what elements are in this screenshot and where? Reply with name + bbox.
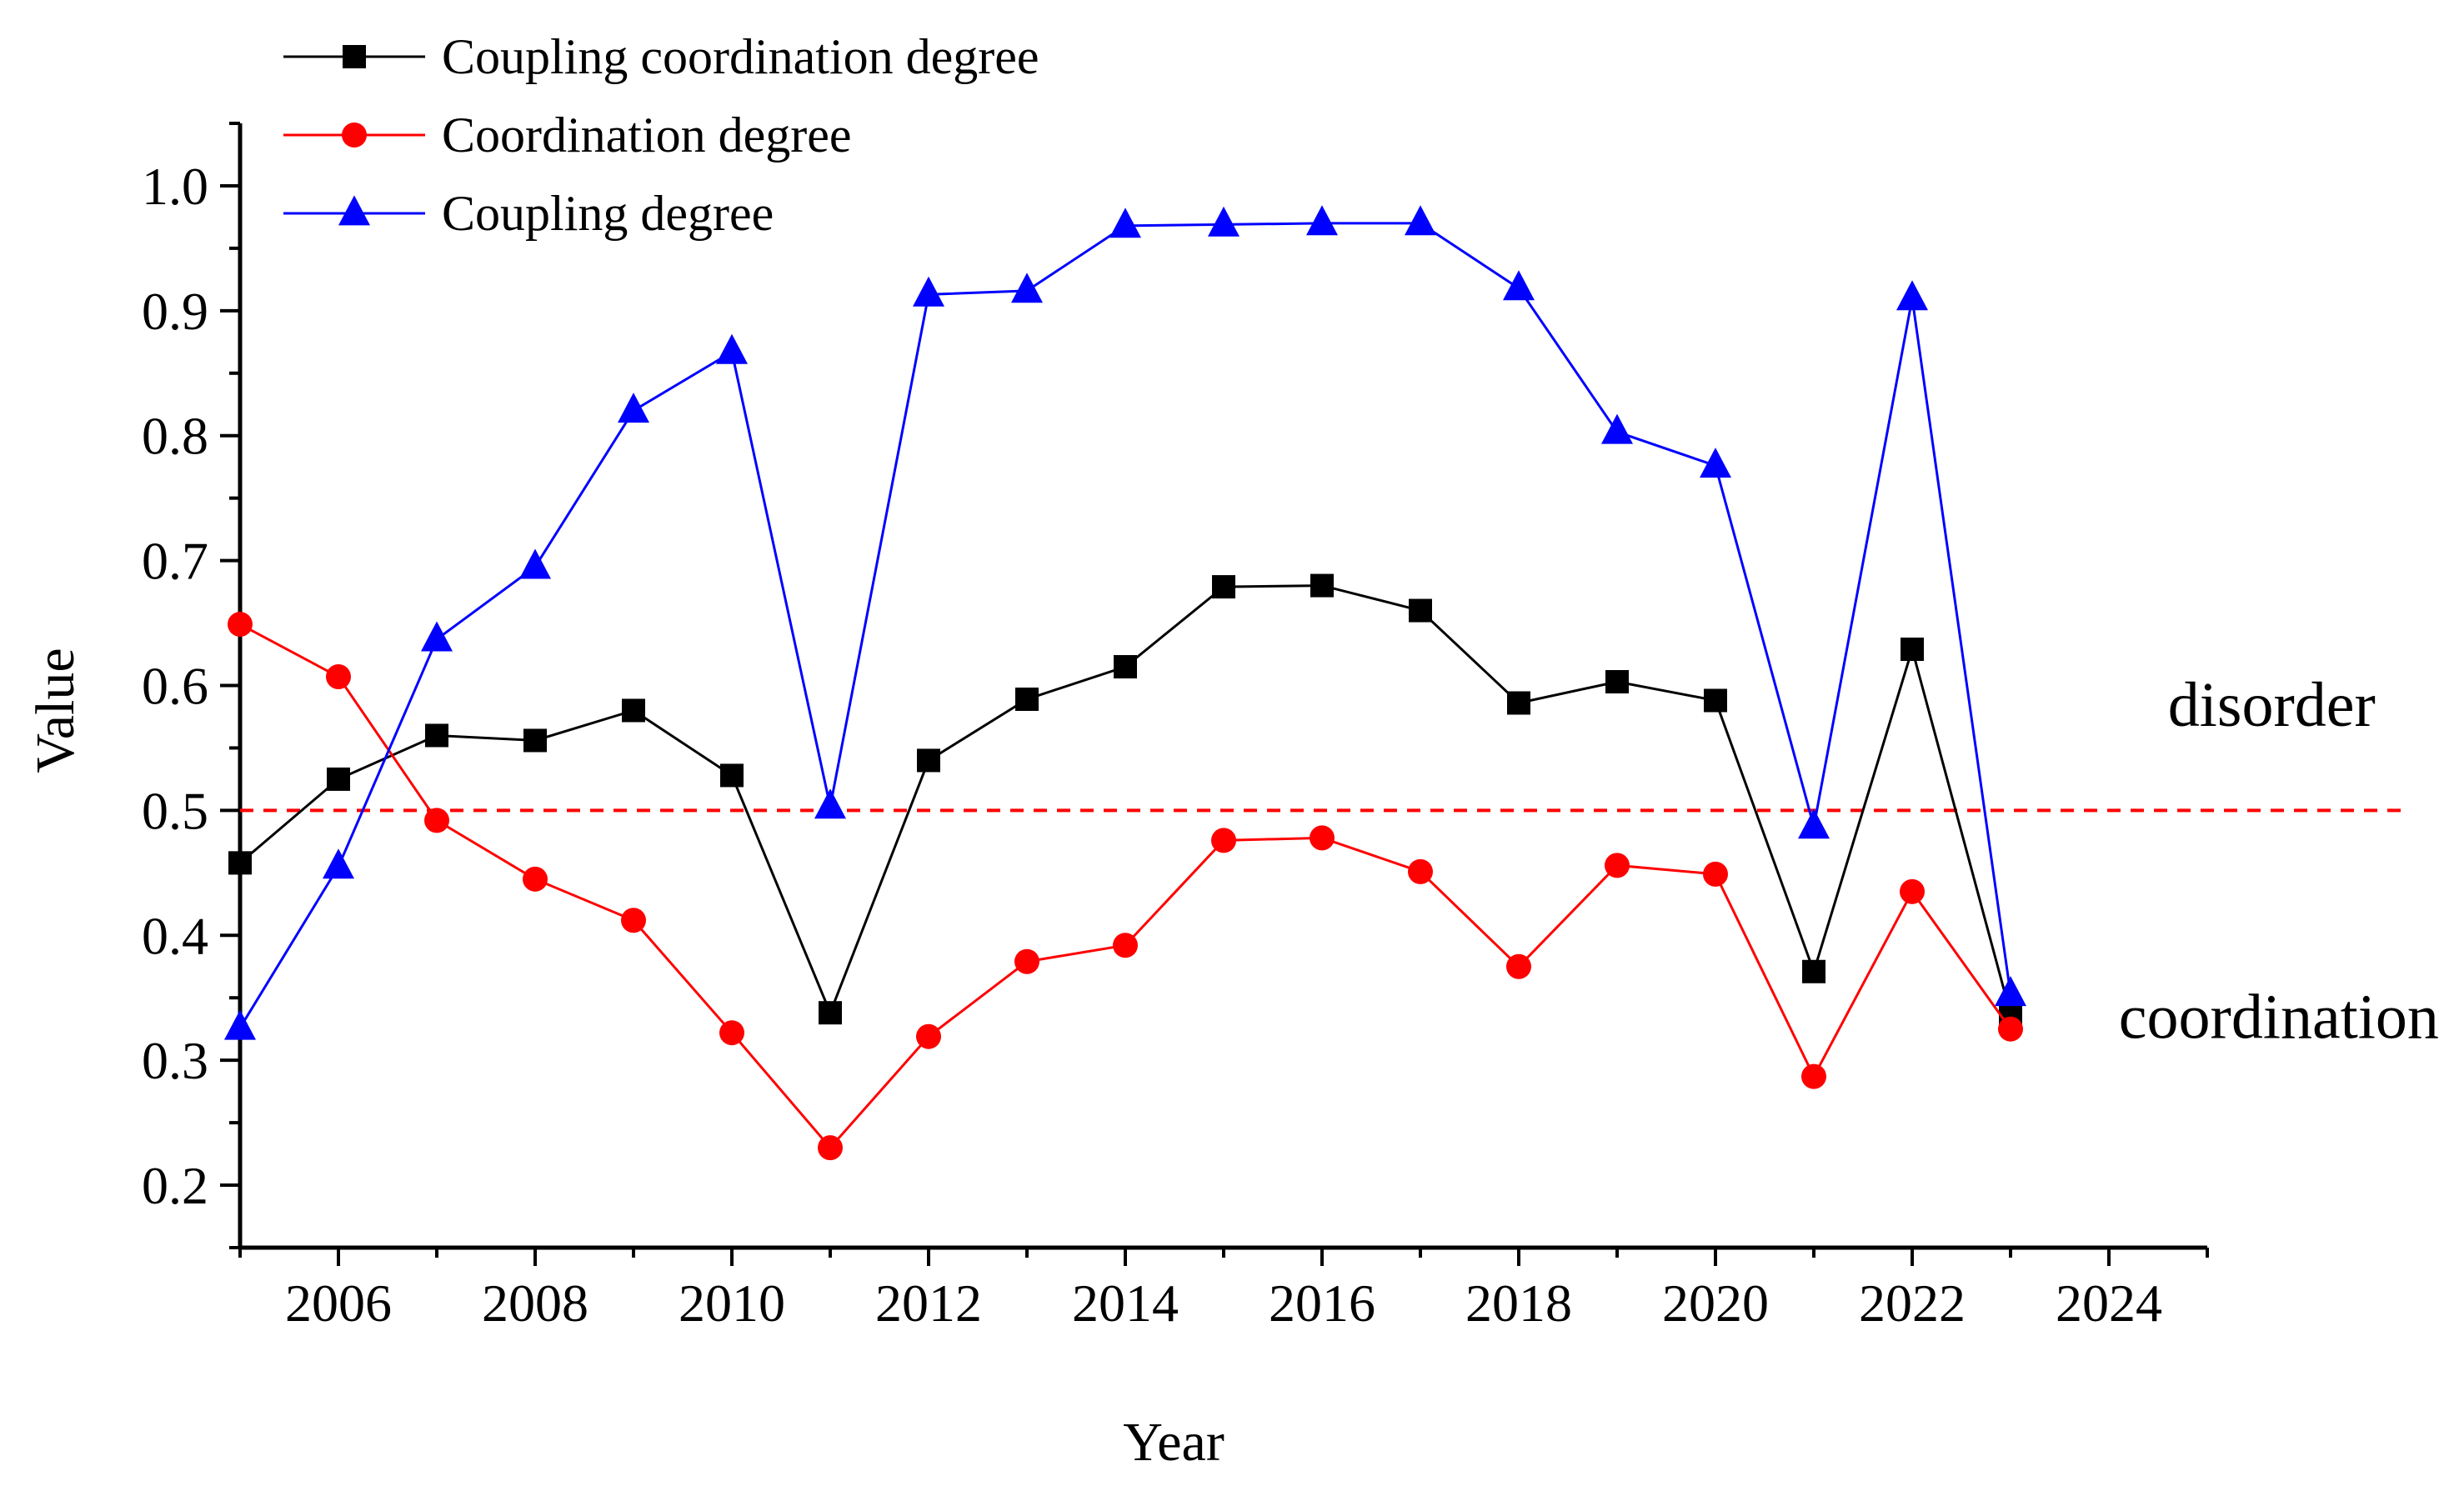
series-coupling-coordination-degree	[228, 573, 2022, 1026]
y-tick-label: 0.2	[142, 1156, 208, 1215]
y-tick-label: 0.3	[142, 1031, 208, 1090]
data-point	[1306, 205, 1338, 236]
data-point	[523, 728, 547, 753]
data-point	[1605, 853, 1630, 878]
series-group	[224, 205, 2026, 1161]
data-point	[1211, 828, 1236, 853]
data-point	[1014, 948, 1039, 974]
data-point	[1900, 878, 1925, 904]
y-tick-label: 1.0	[142, 157, 208, 216]
data-point	[1408, 858, 1433, 884]
data-point	[720, 763, 744, 788]
y-tick-label: 0.4	[142, 906, 208, 965]
data-point	[1503, 270, 1535, 301]
series-coupling-degree	[224, 205, 2026, 1040]
data-point	[1409, 598, 1432, 623]
data-point	[1405, 205, 1436, 236]
axes: 2006 2008 2010 2012 2014 2016 2018 2020 2022 2024…	[25, 122, 2209, 1473]
data-point	[1212, 575, 1235, 599]
data-point	[1310, 573, 1334, 598]
data-point	[1109, 208, 1141, 238]
data-point	[1802, 959, 1825, 983]
data-point	[622, 698, 645, 723]
y-tick-label: 0.6	[142, 657, 208, 716]
series-coordination-degree	[228, 612, 2023, 1161]
legend-label: Coupling degree	[442, 186, 774, 241]
data-point	[1114, 655, 1137, 679]
data-point	[1703, 861, 1728, 887]
data-point	[523, 866, 548, 892]
data-point	[818, 1135, 843, 1161]
data-point	[1601, 413, 1633, 444]
x-tick-label: 2012	[875, 1273, 982, 1333]
data-point	[1798, 808, 1830, 839]
data-point	[1901, 638, 1924, 662]
series-line	[239, 623, 2012, 1150]
data-point	[1011, 273, 1043, 303]
data-point	[1507, 691, 1530, 715]
data-point	[326, 664, 351, 690]
legend-marker	[338, 195, 370, 226]
legend-marker	[342, 123, 367, 148]
x-tick-label: 2008	[482, 1273, 588, 1333]
data-point	[1995, 976, 2026, 1007]
data-point	[1506, 953, 1531, 979]
x-tick-label: 2010	[679, 1273, 785, 1333]
data-point	[323, 848, 354, 879]
legend-entry: Coordination degree	[283, 108, 852, 163]
data-point	[719, 1020, 744, 1046]
data-point	[814, 788, 846, 819]
data-point	[1605, 670, 1629, 694]
legend: Coupling coordination degree Coordination…	[283, 29, 1039, 241]
data-point	[1208, 206, 1240, 237]
x-tick-label: 2018	[1465, 1273, 1572, 1333]
data-point	[224, 1009, 256, 1040]
x-tick-label: 2022	[1859, 1273, 1966, 1333]
legend-label: Coordination degree	[442, 108, 852, 163]
legend-entry: Coupling coordination degree	[283, 29, 1039, 84]
y-tick-label: 0.5	[142, 781, 208, 840]
data-point	[1113, 933, 1138, 958]
data-point	[917, 748, 940, 773]
data-point	[1704, 688, 1727, 713]
data-point	[716, 333, 748, 364]
x-axis-title: Year	[1123, 1412, 1224, 1473]
legend-entry: Coupling degree	[283, 186, 774, 241]
data-point	[1310, 825, 1335, 851]
legend-marker	[343, 45, 366, 68]
y-tick-label: 0.7	[142, 532, 208, 591]
x-tick-label: 2014	[1072, 1273, 1179, 1333]
data-point	[1015, 687, 1039, 711]
x-tick-label: 2024	[2056, 1273, 2162, 1333]
annotation-label: disorder	[2168, 670, 2376, 740]
x-tick-label: 2016	[1269, 1273, 1375, 1333]
data-point	[913, 276, 944, 307]
y-tick-label: 0.8	[142, 407, 208, 466]
data-point	[621, 908, 646, 933]
data-point	[819, 1001, 842, 1025]
y-axis-title: Value	[25, 648, 86, 773]
data-point	[1801, 1063, 1826, 1089]
x-tick-label: 2006	[285, 1273, 392, 1333]
x-tick-label: 2020	[1662, 1273, 1769, 1333]
data-point	[916, 1023, 941, 1049]
data-point	[1896, 280, 1928, 311]
data-point	[519, 548, 551, 579]
data-point	[421, 621, 453, 652]
data-point	[228, 851, 252, 875]
series-line	[238, 222, 2012, 1028]
data-point	[424, 808, 449, 833]
y-tick-label: 0.9	[142, 282, 208, 341]
legend-label: Coupling coordination degree	[442, 29, 1039, 84]
data-point	[1998, 1016, 2023, 1042]
annotations: disorder coordination	[2119, 670, 2439, 1053]
data-point	[327, 767, 350, 791]
data-point	[1700, 448, 1731, 478]
data-point	[228, 612, 253, 638]
data-point	[618, 393, 649, 423]
data-point	[425, 723, 448, 748]
annotation-label: coordination	[2119, 983, 2439, 1053]
